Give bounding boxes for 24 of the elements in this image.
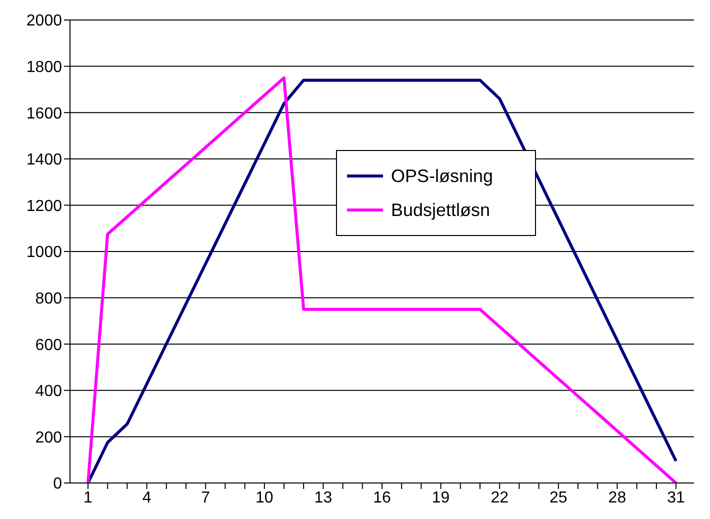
- y-tick-label: 1400: [26, 152, 62, 169]
- y-tick-label: 1800: [26, 58, 62, 76]
- y-tick-label: 400: [35, 383, 62, 400]
- x-tick-label: 7: [201, 489, 210, 506]
- y-tick-label: 2000: [26, 12, 62, 30]
- y-tick-label: 1200: [26, 198, 62, 215]
- y-tick-label: 800: [35, 290, 62, 308]
- y-tick-label: 600: [35, 336, 62, 354]
- legend-label: Budsjettløsn: [391, 200, 490, 220]
- x-tick-label: 10: [256, 489, 274, 506]
- legend-label: OPS-løsning: [391, 166, 494, 186]
- x-tick-label: 13: [314, 489, 332, 506]
- x-tick-label: 22: [490, 489, 509, 506]
- x-tick-label: 19: [432, 489, 450, 506]
- y-tick-label: 1600: [26, 105, 62, 122]
- x-tick-label: 16: [373, 489, 391, 506]
- y-tick-label: 0: [53, 476, 62, 493]
- x-tick-label: 25: [550, 489, 568, 506]
- x-tick-label: 28: [608, 489, 626, 506]
- y-tick-label: 1000: [26, 244, 62, 262]
- x-tick-label: 4: [142, 489, 152, 506]
- x-tick-label: 31: [667, 489, 685, 506]
- y-tick-label: 200: [35, 429, 62, 446]
- x-tick-label: 1: [84, 489, 93, 506]
